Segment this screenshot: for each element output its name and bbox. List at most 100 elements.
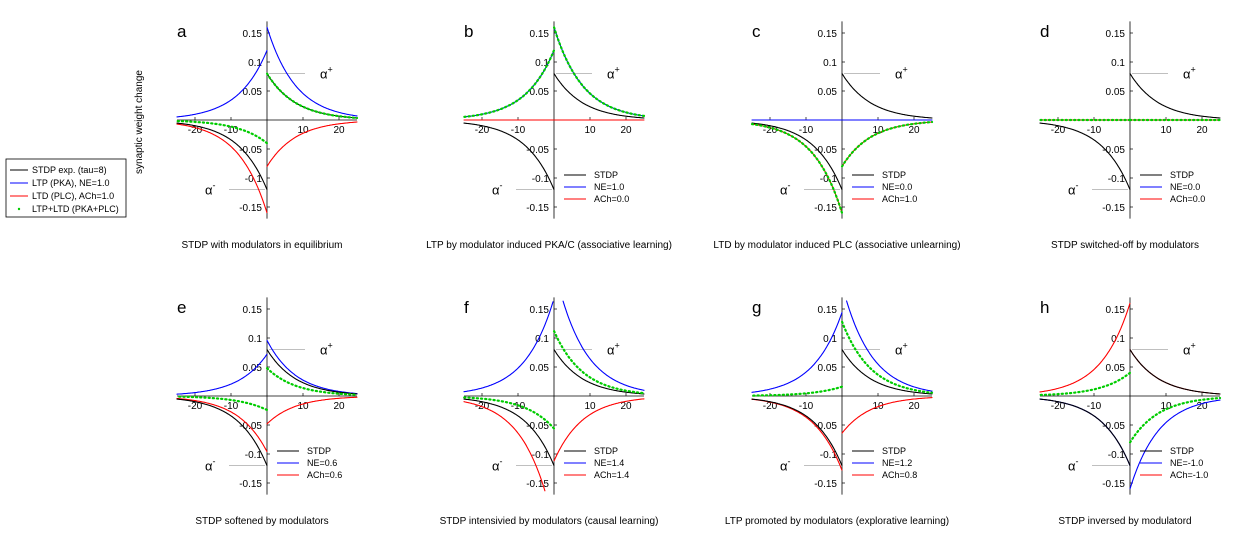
alpha-minus-label: α-: [492, 181, 503, 198]
ne-curve-neg: [176, 353, 268, 395]
panel-caption: LTP by modulator induced PKA/C (associat…: [426, 240, 672, 251]
ach-curve-neg: [1039, 302, 1131, 393]
alpha-minus-label: α-: [205, 181, 216, 198]
y-tick-label: -0.05: [814, 421, 837, 432]
x-tick-label: -20: [1051, 125, 1066, 136]
y-tick-label: -0.15: [526, 479, 549, 490]
panel-letter: a: [177, 22, 187, 41]
y-tick-label: -0.15: [814, 203, 837, 214]
panel-letter: f: [464, 298, 469, 317]
y-tick-label: -0.05: [239, 145, 262, 156]
y-tick-label: -0.15: [526, 203, 549, 214]
ne-curve-pos: [266, 26, 358, 117]
panel-h: h -20 -10 10 20 0.15 0.1 0.05 -0.05 -0.1 -0.15 α+ α-…: [1038, 297, 1222, 527]
y-tick-label: 0.05: [530, 363, 550, 374]
panel-caption: LTD by modulator induced PLC (associativ…: [713, 240, 960, 251]
panel-legend-label: ACh=0.0: [594, 194, 629, 204]
y-tick-label: 0.1: [1111, 334, 1125, 345]
x-tick-label: -10: [1087, 125, 1102, 136]
alpha-plus-label: α+: [607, 341, 620, 358]
ach-curve-pos: [1129, 349, 1221, 395]
y-tick-label: 0.1: [248, 334, 262, 345]
y-tick-label: 0.05: [1106, 87, 1126, 98]
x-tick-label: -10: [1087, 401, 1102, 412]
ach-curve-neg: [176, 123, 268, 214]
panel-letter: b: [464, 22, 473, 41]
alpha-plus-label: α+: [1183, 341, 1196, 358]
legend-label-sum: LTP+LTD (PKA+PLC): [32, 204, 119, 214]
alpha-minus-label: α-: [1068, 457, 1079, 474]
x-tick-label: -20: [475, 125, 490, 136]
panel-legend-label: ACh=0.8: [882, 470, 917, 480]
panel-legend-label: ACh=1.4: [594, 470, 629, 480]
alpha-plus-label: α+: [895, 341, 908, 358]
alpha-minus-label: α-: [780, 457, 791, 474]
y-tick-label: 0.1: [535, 58, 549, 69]
panel-legend-label: NE=0.0: [882, 182, 912, 192]
sum-curve-neg: [462, 49, 556, 119]
ach-curve-neg: [463, 401, 546, 492]
x-tick-label: 10: [584, 125, 596, 136]
panel-letter: d: [1040, 22, 1049, 41]
panel-legend-label: STDP: [1170, 170, 1194, 180]
x-tick-label: 10: [1160, 401, 1172, 412]
y-tick-label: -0.1: [1108, 450, 1126, 461]
sum-curve-neg: [462, 396, 556, 430]
y-tick-label: -0.1: [245, 450, 263, 461]
panel-letter: g: [752, 298, 761, 317]
y-tick-label: -0.15: [1102, 203, 1125, 214]
y-tick-label: 0.05: [530, 87, 550, 98]
x-tick-label: 10: [297, 125, 309, 136]
y-tick-label: 0.1: [248, 58, 262, 69]
y-tick-label: -0.05: [1102, 145, 1125, 156]
sum-curve-pos: [552, 330, 646, 395]
panel-b: b -20 -10 10 20 0.15 0.1 0.05 -0.05 -0.1 -0.15 α+ α-…: [426, 21, 672, 251]
x-tick-label: -10: [799, 401, 814, 412]
y-tick-label: 0.15: [818, 29, 838, 40]
ne-curve-pos: [846, 300, 933, 392]
y-tick-label: -0.05: [1102, 421, 1125, 432]
x-tick-label: -10: [224, 401, 239, 412]
stdp-curve-neg: [463, 122, 555, 190]
sum-curve-neg: [175, 395, 268, 411]
y-tick-label: 0.05: [1106, 363, 1126, 374]
stdp-curve-neg: [751, 398, 843, 466]
y-tick-label: -0.15: [239, 479, 262, 490]
ne-curve-neg: [463, 301, 554, 393]
stdp-curve-neg: [176, 122, 268, 190]
panel-legend-label: NE=-1.0: [1170, 458, 1203, 468]
sum-curve-neg: [175, 119, 268, 145]
panel-legend-label: ACh=1.0: [882, 194, 917, 204]
stdp-curve-pos: [553, 349, 645, 395]
stdp-curve-neg: [1039, 122, 1131, 190]
x-tick-label: 20: [908, 401, 920, 412]
stdp-curve-neg: [463, 398, 555, 466]
panel-caption: STDP softened by modulators: [195, 516, 328, 527]
ach-curve-pos: [266, 396, 358, 425]
stdp-curve-pos: [553, 73, 645, 119]
panels: a -20 -10 10 20 0.15 0.1 0.05 -0.05 -0.1 -0.15 α+ α-…: [175, 21, 1222, 527]
alpha-plus-label: α+: [895, 65, 908, 82]
stdp-curve-neg: [751, 122, 843, 190]
panel-legend-label: STDP: [594, 446, 618, 456]
panel-letter: c: [752, 22, 761, 41]
y-tick-label: 0.15: [530, 305, 550, 316]
alpha-minus-label: α-: [492, 457, 503, 474]
ne-curve-pos: [562, 300, 645, 391]
stdp-curve-pos: [1129, 73, 1221, 119]
y-tick-label: 0.15: [1106, 305, 1126, 316]
legend-label-stdp: STDP exp. (tau=8): [32, 165, 107, 175]
legend-box: [5, 158, 127, 218]
y-tick-label: 0.15: [530, 29, 550, 40]
x-tick-label: 10: [1160, 125, 1172, 136]
x-tick-label: 20: [333, 401, 345, 412]
x-tick-label: 20: [620, 125, 632, 136]
y-tick-label: 0.1: [823, 58, 837, 69]
alpha-minus-label: α-: [780, 181, 791, 198]
y-tick-label: 0.15: [818, 305, 838, 316]
panel-a: a-20 -10 10 200.150.10.05-0.05-0.1-0.15α+α-…: [175, 21, 359, 251]
x-tick-label: 10: [584, 401, 596, 412]
x-tick-label: 10: [872, 125, 884, 136]
panel-legend-label: STDP: [307, 446, 331, 456]
